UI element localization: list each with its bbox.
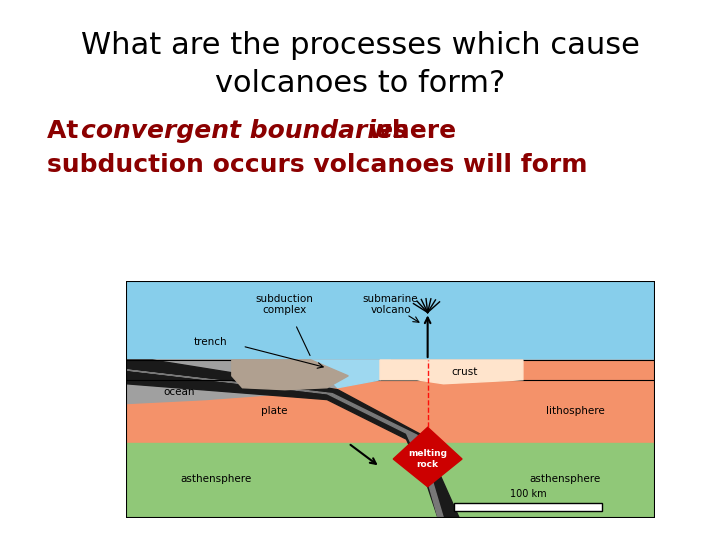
Polygon shape xyxy=(126,360,459,518)
Text: At: At xyxy=(47,119,87,143)
Text: trench: trench xyxy=(194,337,228,347)
Text: subduction occurs volcanoes will form: subduction occurs volcanoes will form xyxy=(47,153,588,177)
Text: where: where xyxy=(360,119,456,143)
Text: asthensphere: asthensphere xyxy=(180,474,251,484)
Polygon shape xyxy=(126,360,380,403)
Text: What are the processes which cause: What are the processes which cause xyxy=(81,31,639,60)
Text: volcanoes to form?: volcanoes to form? xyxy=(215,69,505,98)
Text: plate: plate xyxy=(261,407,287,416)
Text: crust: crust xyxy=(451,367,478,377)
Bar xyxy=(126,360,655,451)
Polygon shape xyxy=(380,360,523,384)
Text: subduction
complex: subduction complex xyxy=(256,294,314,315)
Polygon shape xyxy=(232,360,348,390)
Text: melting
rock: melting rock xyxy=(408,449,447,469)
Text: submarine
volcano: submarine volcano xyxy=(363,294,418,315)
Text: asthensphere: asthensphere xyxy=(530,474,601,484)
Text: lithosphere: lithosphere xyxy=(546,407,606,416)
Bar xyxy=(126,443,655,518)
Text: ocean: ocean xyxy=(163,387,194,397)
Polygon shape xyxy=(311,360,390,388)
Text: 100 km: 100 km xyxy=(510,489,546,499)
Bar xyxy=(454,503,602,511)
Bar xyxy=(126,281,655,360)
Text: convergent boundaries: convergent boundaries xyxy=(81,119,408,143)
Polygon shape xyxy=(393,427,462,487)
Bar xyxy=(126,360,655,380)
Polygon shape xyxy=(126,360,444,518)
